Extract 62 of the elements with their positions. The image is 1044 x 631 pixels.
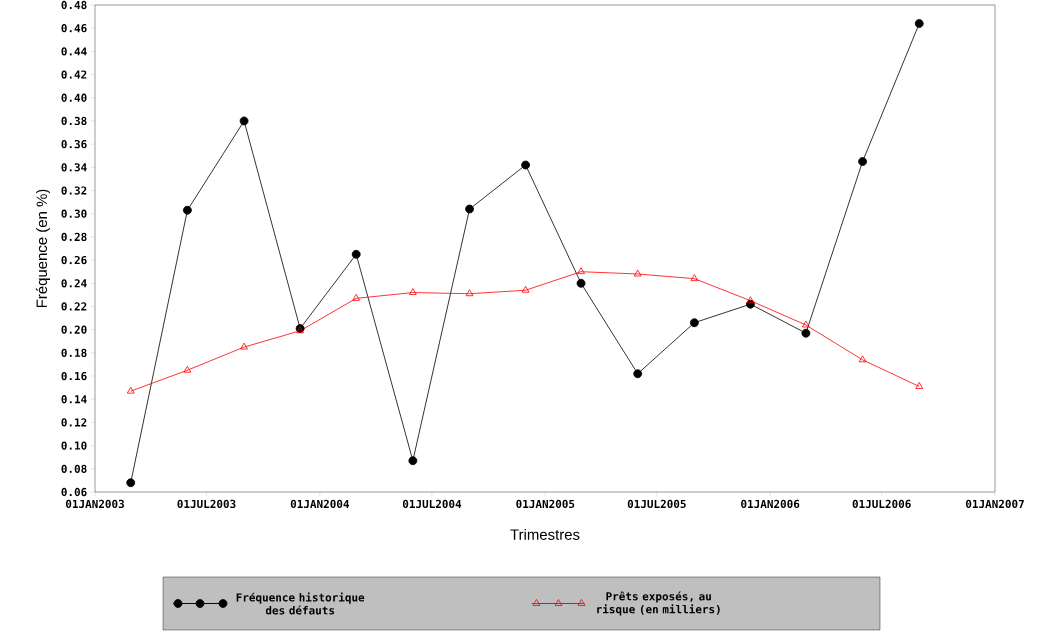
point	[633, 369, 643, 379]
point	[239, 116, 249, 126]
point	[465, 289, 474, 297]
y-tick-label: 0.08	[61, 464, 87, 473]
y-tick-label: 0.42	[61, 70, 87, 79]
x-tick-label: 01JUL2006	[852, 499, 911, 509]
y-tick-label: 0.30	[61, 209, 87, 218]
y-tick-label: 0.44	[61, 47, 87, 56]
y-tick-label: 0.48	[61, 0, 87, 10]
point	[802, 320, 810, 328]
point	[240, 342, 248, 350]
y-tick-label: 0.34	[61, 163, 87, 172]
point	[915, 382, 924, 389]
point	[577, 267, 585, 275]
y-tick-label: 0.26	[61, 255, 87, 265]
point	[409, 288, 417, 295]
x-tick-label: 01JAN2003	[65, 499, 124, 509]
x-tick-label: 01JUL2004	[402, 499, 462, 509]
point	[689, 318, 699, 328]
y-tick-label: 0.40	[61, 93, 87, 102]
y-tick-label: 0.38	[61, 116, 87, 126]
point	[408, 456, 418, 466]
x-tick-label: 01JAN2006	[741, 499, 800, 509]
y-tick-label: 0.32	[61, 186, 87, 195]
point	[465, 204, 474, 214]
y-axis-title: Fréquence (en %)	[35, 189, 50, 308]
y-tick-label: 0.24	[61, 279, 87, 288]
point	[690, 274, 699, 282]
point	[126, 386, 135, 394]
point	[633, 269, 642, 277]
y-tick-label: 0.14	[61, 395, 87, 404]
legend-label: Fréquence historique des défauts	[236, 592, 365, 615]
y-tick-label: 0.28	[61, 232, 87, 242]
y-tick-label: 0.06	[61, 487, 87, 497]
y-tick-label: 0.36	[61, 140, 87, 149]
y-tick-label: 0.22	[61, 302, 87, 311]
point	[858, 157, 867, 166]
x-tick-label: 01JAN2005	[516, 499, 575, 509]
x-tick-label: 01JUL2003	[177, 499, 236, 509]
y-tick-label: 0.46	[61, 24, 87, 33]
y-tick-label: 0.18	[61, 348, 87, 357]
point	[576, 278, 586, 288]
legend-label: Prêts exposés, au risque (en milliers)	[597, 591, 720, 616]
y-tick-label: 0.12	[61, 418, 87, 427]
point	[183, 365, 192, 373]
y-tick-label: 0.20	[61, 325, 87, 334]
point	[521, 285, 530, 293]
point	[352, 293, 361, 301]
point	[858, 355, 867, 363]
x-tick-label: 01JAN2004	[290, 499, 350, 509]
point	[801, 328, 811, 338]
point	[351, 249, 361, 259]
y-tick-label: 0.10	[61, 441, 87, 450]
x-axis-title: Trimestres	[510, 528, 580, 540]
point	[914, 19, 924, 28]
point	[746, 296, 755, 304]
point	[183, 205, 192, 215]
point	[521, 160, 530, 170]
y-tick-label: 0.16	[61, 371, 87, 381]
x-tick-label: 01JUL2005	[627, 499, 686, 509]
point	[126, 478, 136, 488]
x-tick-label: 01JAN2007	[965, 499, 1024, 509]
